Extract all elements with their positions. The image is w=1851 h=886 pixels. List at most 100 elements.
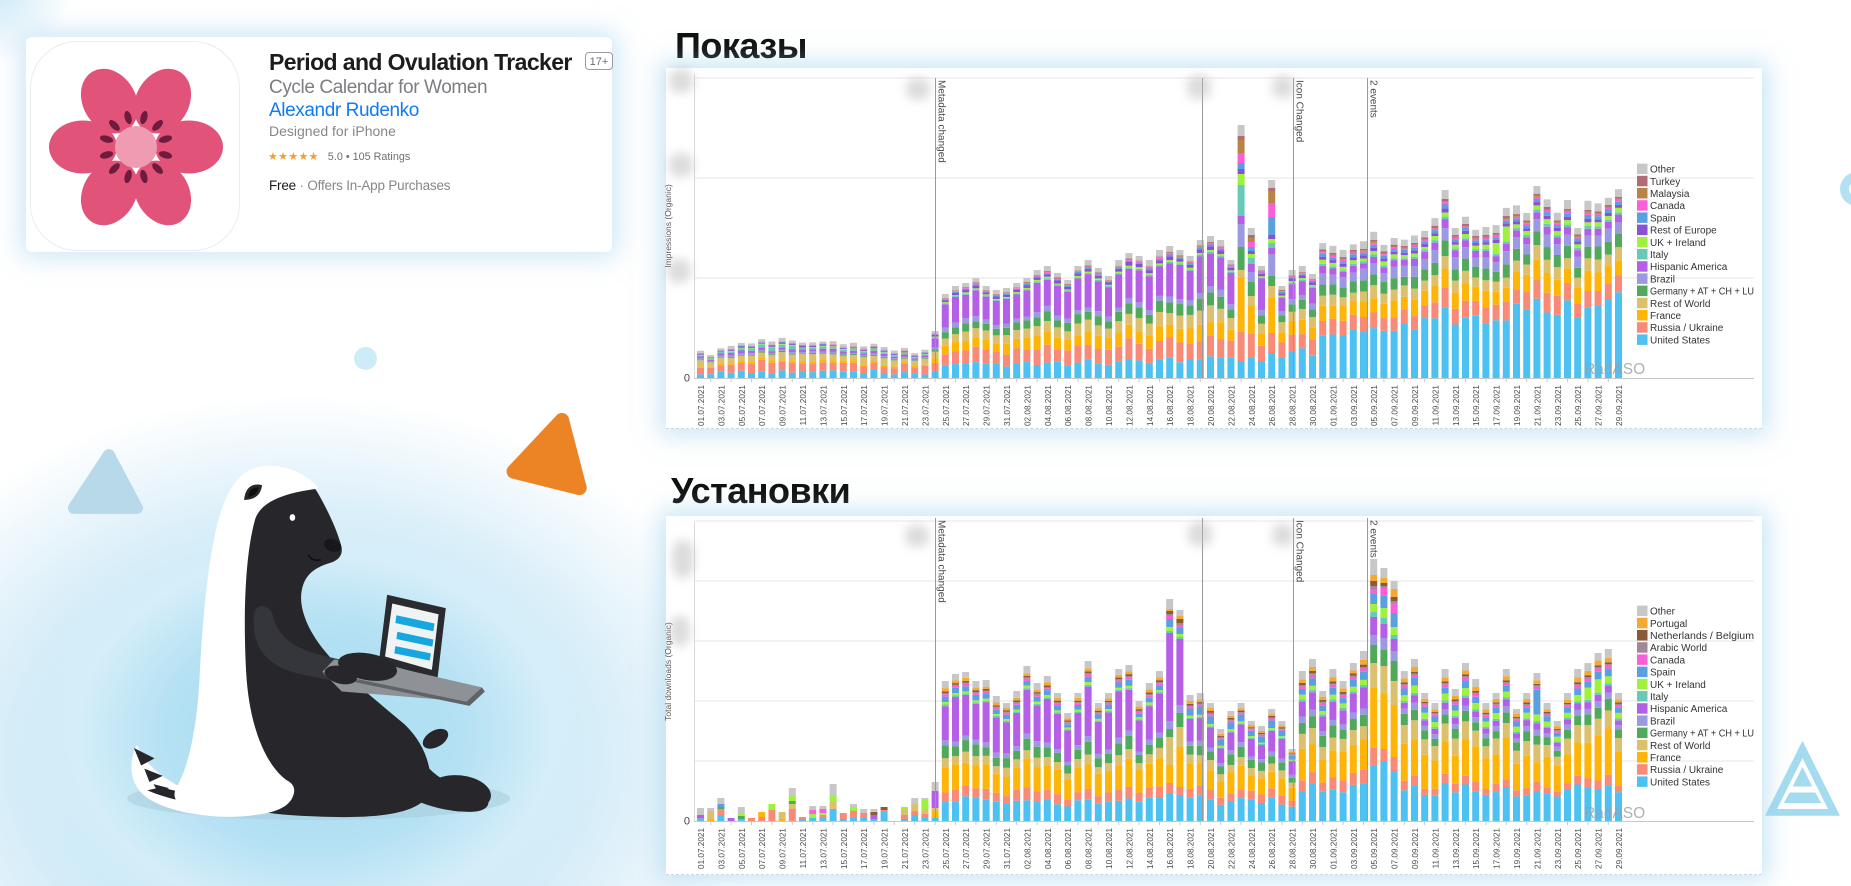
svg-text:Russia / Ukraine: Russia / Ukraine xyxy=(1650,323,1724,334)
svg-text:Metadata changed: Metadata changed xyxy=(936,520,947,603)
svg-text:21.09.2021: 21.09.2021 xyxy=(1533,385,1542,426)
svg-text:14.08.2021: 14.08.2021 xyxy=(1146,828,1155,869)
svg-text:Italy: Italy xyxy=(1650,250,1668,261)
svg-text:01.07.2021: 01.07.2021 xyxy=(697,828,706,869)
svg-text:United States: United States xyxy=(1650,777,1710,788)
svg-text:07.07.2021: 07.07.2021 xyxy=(758,828,767,869)
svg-text:11.09.2021: 11.09.2021 xyxy=(1431,828,1440,869)
svg-text:23.07.2021: 23.07.2021 xyxy=(921,828,930,869)
svg-text:29.07.2021: 29.07.2021 xyxy=(983,828,992,869)
svg-text:24.08.2021: 24.08.2021 xyxy=(1248,385,1257,426)
svg-text:25.07.2021: 25.07.2021 xyxy=(942,385,951,426)
svg-text:13.07.2021: 13.07.2021 xyxy=(819,828,828,869)
svg-text:02.08.2021: 02.08.2021 xyxy=(1023,385,1032,426)
svg-text:29.07.2021: 29.07.2021 xyxy=(983,385,992,426)
svg-text:France: France xyxy=(1650,311,1682,322)
svg-text:05.07.2021: 05.07.2021 xyxy=(738,828,747,869)
svg-text:09.07.2021: 09.07.2021 xyxy=(779,828,788,869)
svg-text:Impressions (Organic): Impressions (Organic) xyxy=(663,184,673,268)
svg-text:01.09.2021: 01.09.2021 xyxy=(1329,385,1338,426)
svg-text:11.07.2021: 11.07.2021 xyxy=(799,385,808,426)
svg-text:09.09.2021: 09.09.2021 xyxy=(1411,385,1420,426)
svg-text:Russia / Ukraine: Russia / Ukraine xyxy=(1650,765,1724,776)
svg-text:09.07.2021: 09.07.2021 xyxy=(779,385,788,426)
svg-text:03.09.2021: 03.09.2021 xyxy=(1350,828,1359,869)
svg-text:Total downloads (Organic): Total downloads (Organic) xyxy=(663,622,673,721)
svg-text:Icon Changed: Icon Changed xyxy=(1294,80,1305,142)
svg-text:20.08.2021: 20.08.2021 xyxy=(1207,385,1216,426)
svg-text:06.08.2021: 06.08.2021 xyxy=(1064,385,1073,426)
svg-text:13.07.2021: 13.07.2021 xyxy=(819,385,828,426)
svg-text:02.08.2021: 02.08.2021 xyxy=(1023,828,1032,869)
svg-text:Canada: Canada xyxy=(1650,201,1685,212)
svg-text:Germany + AT + CH + LU: Germany + AT + CH + LU xyxy=(1650,287,1754,298)
svg-text:Rest of World: Rest of World xyxy=(1650,741,1710,752)
svg-text:Hispanic America: Hispanic America xyxy=(1650,704,1728,715)
svg-text:Brazil: Brazil xyxy=(1650,716,1675,727)
svg-text:15.09.2021: 15.09.2021 xyxy=(1472,385,1481,426)
svg-text:29.09.2021: 29.09.2021 xyxy=(1615,385,1624,426)
svg-text:Metadata changed: Metadata changed xyxy=(936,80,947,163)
svg-text:Other: Other xyxy=(1650,607,1676,618)
svg-text:17.07.2021: 17.07.2021 xyxy=(860,385,869,426)
svg-text:26.08.2021: 26.08.2021 xyxy=(1268,385,1277,426)
svg-text:24.08.2021: 24.08.2021 xyxy=(1248,828,1257,869)
svg-text:11.07.2021: 11.07.2021 xyxy=(799,828,808,869)
svg-text:30.08.2021: 30.08.2021 xyxy=(1309,828,1318,869)
svg-text:17.07.2021: 17.07.2021 xyxy=(860,828,869,869)
svg-text:Spain: Spain xyxy=(1650,213,1676,224)
svg-text:03.07.2021: 03.07.2021 xyxy=(717,385,726,426)
svg-text:19.09.2021: 19.09.2021 xyxy=(1513,828,1522,869)
svg-text:25.07.2021: 25.07.2021 xyxy=(942,828,951,869)
svg-text:31.07.2021: 31.07.2021 xyxy=(1003,828,1012,869)
svg-text:RadASO: RadASO xyxy=(1584,361,1645,378)
svg-text:04.08.2021: 04.08.2021 xyxy=(1044,828,1053,869)
svg-text:30.08.2021: 30.08.2021 xyxy=(1309,385,1318,426)
svg-text:21.09.2021: 21.09.2021 xyxy=(1533,828,1542,869)
svg-text:09.09.2021: 09.09.2021 xyxy=(1411,828,1420,869)
svg-text:13.09.2021: 13.09.2021 xyxy=(1452,828,1461,869)
svg-text:Hispanic America: Hispanic America xyxy=(1650,262,1728,273)
svg-text:25.09.2021: 25.09.2021 xyxy=(1574,385,1583,426)
svg-text:03.09.2021: 03.09.2021 xyxy=(1350,385,1359,426)
svg-text:17.09.2021: 17.09.2021 xyxy=(1493,828,1502,869)
svg-text:Icon Changed: Icon Changed xyxy=(1294,520,1305,582)
svg-text:Portugal: Portugal xyxy=(1650,619,1687,630)
svg-text:07.09.2021: 07.09.2021 xyxy=(1391,385,1400,426)
svg-text:05.09.2021: 05.09.2021 xyxy=(1370,828,1379,869)
svg-text:Turkey: Turkey xyxy=(1650,177,1680,188)
svg-text:08.08.2021: 08.08.2021 xyxy=(1085,828,1094,869)
svg-text:25.09.2021: 25.09.2021 xyxy=(1574,828,1583,869)
svg-text:14.08.2021: 14.08.2021 xyxy=(1146,385,1155,426)
svg-text:08.08.2021: 08.08.2021 xyxy=(1085,385,1094,426)
svg-text:07.07.2021: 07.07.2021 xyxy=(758,385,767,426)
svg-text:21.07.2021: 21.07.2021 xyxy=(901,385,910,426)
svg-text:27.07.2021: 27.07.2021 xyxy=(962,385,971,426)
svg-text:Canada: Canada xyxy=(1650,655,1685,666)
svg-text:10.08.2021: 10.08.2021 xyxy=(1105,828,1114,869)
svg-text:20.08.2021: 20.08.2021 xyxy=(1207,828,1216,869)
svg-text:11.09.2021: 11.09.2021 xyxy=(1431,385,1440,426)
svg-text:16.08.2021: 16.08.2021 xyxy=(1166,828,1175,869)
svg-text:21.07.2021: 21.07.2021 xyxy=(901,828,910,869)
svg-text:Brazil: Brazil xyxy=(1650,274,1675,285)
svg-text:Malaysia: Malaysia xyxy=(1650,189,1690,200)
svg-text:19.07.2021: 19.07.2021 xyxy=(881,385,890,426)
svg-text:Germany + AT + CH + LU: Germany + AT + CH + LU xyxy=(1650,729,1754,740)
svg-text:06.08.2021: 06.08.2021 xyxy=(1064,828,1073,869)
svg-text:01.07.2021: 01.07.2021 xyxy=(697,385,706,426)
svg-text:2 events: 2 events xyxy=(1368,80,1379,118)
svg-text:France: France xyxy=(1650,753,1682,764)
svg-text:UK + Ireland: UK + Ireland xyxy=(1650,680,1706,691)
svg-text:12.08.2021: 12.08.2021 xyxy=(1125,385,1134,426)
svg-text:Other: Other xyxy=(1650,165,1676,176)
svg-text:28.08.2021: 28.08.2021 xyxy=(1289,828,1298,869)
svg-text:0: 0 xyxy=(684,816,690,828)
svg-text:15.07.2021: 15.07.2021 xyxy=(840,385,849,426)
svg-text:Rest of Europe: Rest of Europe xyxy=(1650,226,1717,237)
svg-text:04.08.2021: 04.08.2021 xyxy=(1044,385,1053,426)
svg-text:16.08.2021: 16.08.2021 xyxy=(1166,385,1175,426)
svg-text:27.07.2021: 27.07.2021 xyxy=(962,828,971,869)
svg-text:13.09.2021: 13.09.2021 xyxy=(1452,385,1461,426)
svg-text:United States: United States xyxy=(1650,335,1710,346)
